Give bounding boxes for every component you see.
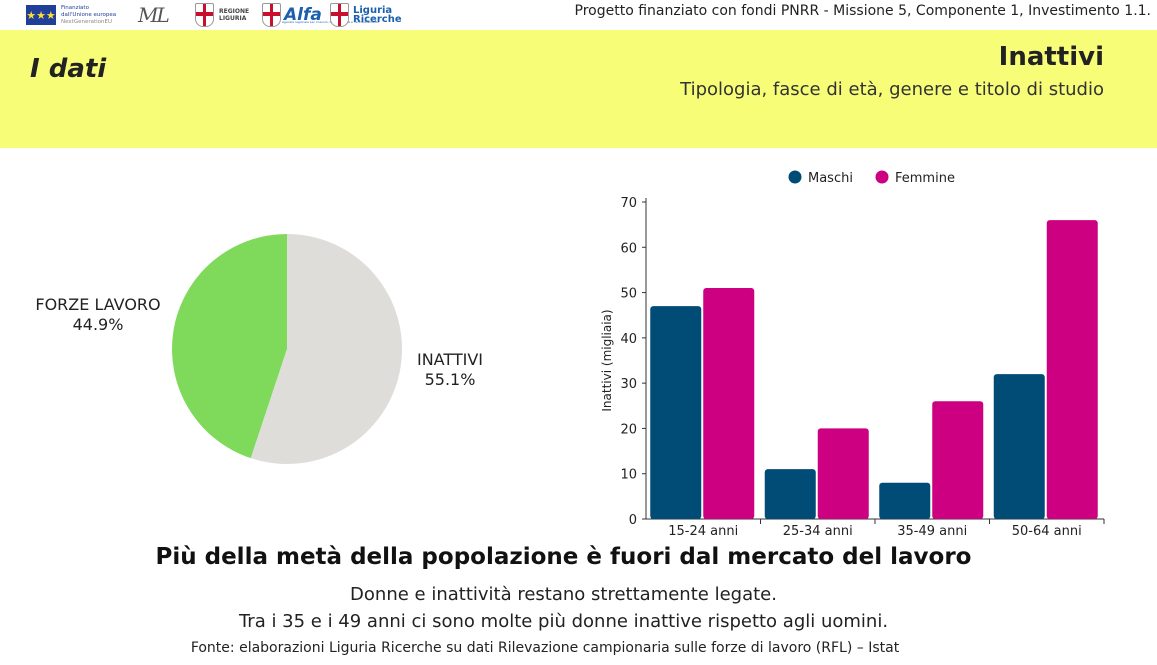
ministero-logo: ML: [138, 3, 170, 27]
header-band: I dati Inattivi Tipologia, fasce di età,…: [0, 30, 1157, 148]
bar-femmine-3: [1046, 220, 1098, 519]
pie-value-label: 44.9%: [73, 315, 124, 334]
y-tick-label: 70: [620, 196, 637, 211]
headline: Più della metà della popolazione è fuori…: [155, 544, 972, 570]
lr-line-2: Ricerche: [353, 14, 402, 25]
eu-stars: ★★★: [26, 8, 56, 22]
page-title: Inattivi: [998, 42, 1104, 72]
body-line-1: Donne e inattività restano strettamente …: [350, 584, 777, 605]
bar-maschi-3: [993, 374, 1045, 519]
lr-line-1: Liguria: [353, 5, 393, 16]
alfa-name: Alfa: [284, 5, 322, 25]
y-tick-label: 30: [620, 377, 637, 392]
legend-marker-maschi: [788, 170, 802, 184]
bar-maschi-2: [879, 482, 931, 519]
bar-femmine-0: [703, 288, 755, 519]
eu-line-1: Finanziato: [61, 4, 89, 11]
liguria-ricerche-logo: Liguria Ricerche: [330, 3, 402, 27]
regione-line-1: REGIONE: [219, 8, 250, 15]
regione-line-2: LIGURIA: [219, 15, 247, 22]
crest-icon: [262, 3, 281, 27]
pie-label: INATTIVI: [417, 350, 483, 369]
crest-icon: [195, 3, 214, 27]
pie-value-label: 55.1%: [425, 370, 476, 389]
eu-line-2: dall'Unione europea: [61, 11, 117, 18]
funding-note: Progetto finanziato con fondi PNRR - Mis…: [574, 3, 1152, 19]
y-tick-label: 10: [620, 468, 637, 483]
legend-label-femmine: Femmine: [895, 171, 955, 186]
y-tick-label: 0: [629, 513, 637, 528]
pie-label: FORZE LAVORO: [35, 295, 160, 314]
regione-liguria-logo: REGIONE LIGURIA: [195, 3, 249, 27]
legend-label-maschi: Maschi: [808, 171, 853, 186]
logo-strip: ★★★ Finanziato dall'Unione europea NextG…: [0, 0, 450, 30]
eu-logo: ★★★ Finanziato dall'Unione europea NextG…: [26, 3, 116, 27]
y-tick-label: 20: [620, 422, 637, 437]
section-title: I dati: [30, 54, 107, 84]
bar-femmine-2: [932, 401, 984, 519]
bar-maschi-1: [764, 469, 816, 519]
x-tick-label: 25-34 anni: [783, 524, 853, 539]
pie-slice-inattivi: [250, 234, 403, 464]
x-tick-label: 35-49 anni: [897, 524, 967, 539]
source-note: Fonte: elaborazioni Liguria Ricerche su …: [190, 640, 900, 656]
page-subtitle: Tipologia, fasce di età, genere e titolo…: [680, 79, 1104, 100]
x-tick-label: 15-24 anni: [668, 524, 738, 539]
x-tick-label: 50-64 anni: [1012, 524, 1082, 539]
y-tick-label: 60: [620, 241, 637, 256]
y-tick-label: 50: [620, 287, 637, 302]
pie-slice-forze-lavoro: [172, 234, 287, 459]
bar-maschi-0: [650, 306, 702, 519]
body-line-2: Tra i 35 e i 49 anni ci sono molte più d…: [238, 611, 889, 632]
y-axis-label: Inattivi (migliaia): [600, 309, 614, 411]
eu-flag-icon: ★★★: [26, 5, 56, 25]
legend-marker-femmine: [875, 170, 889, 184]
alfa-logo: Alfa Agenzia regionale per il lavoro, la…: [262, 3, 379, 27]
y-tick-label: 40: [620, 332, 637, 347]
bar-chart: 0 10 20 30 40 50 60 70 Inattivi (migliaia) 15-24 …: [600, 170, 1105, 539]
eu-line-3: NextGenerationEU: [61, 18, 112, 25]
bar-femmine-1: [817, 428, 869, 519]
crest-icon: [330, 3, 349, 27]
ministero-mark: ML: [138, 3, 170, 27]
